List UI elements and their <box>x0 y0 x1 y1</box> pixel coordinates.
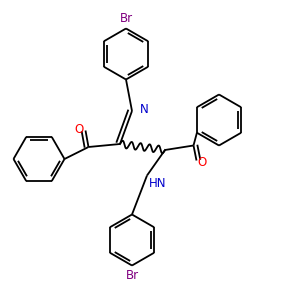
Text: N: N <box>140 103 148 116</box>
Text: Br: Br <box>119 12 133 25</box>
Text: Br: Br <box>125 269 139 282</box>
Text: HN: HN <box>148 177 166 190</box>
Text: O: O <box>198 155 207 169</box>
Text: O: O <box>75 122 84 136</box>
